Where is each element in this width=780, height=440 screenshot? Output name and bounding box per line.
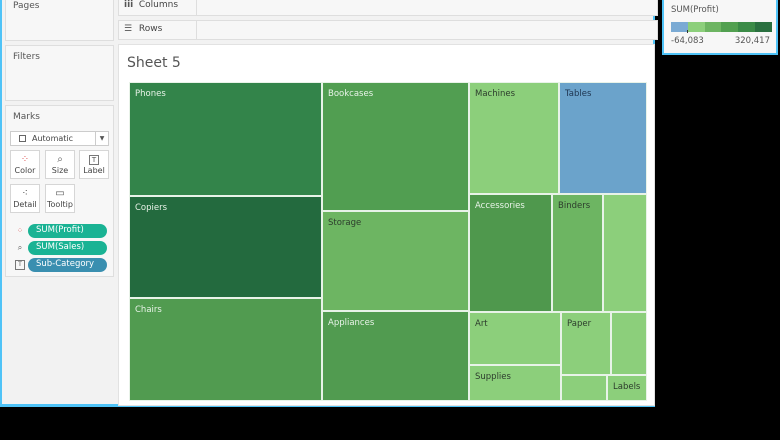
color-legend[interactable]: SUM(Profit) -64,083 320,417 [662, 0, 778, 55]
treemap-cell-accessories[interactable]: Accessories [469, 194, 552, 312]
color-encoding-icon: ⁘ [16, 226, 24, 235]
treemap-cell-bookcases[interactable]: Bookcases [322, 82, 469, 211]
detail-label: Detail [13, 200, 37, 209]
cell-label: Paper [567, 319, 592, 329]
filters-title: Filters [13, 52, 40, 62]
treemap-cell-paper[interactable]: Paper [561, 312, 611, 375]
legend-color-ramp [671, 22, 772, 32]
filters-card[interactable]: Filters [5, 45, 114, 101]
size-button[interactable]: ⌕ Size [45, 150, 75, 179]
treemap-cell-machines[interactable]: Machines [469, 82, 559, 194]
cell-label: Bookcases [328, 89, 374, 99]
rows-text: Rows [138, 24, 163, 34]
cell-label: Binders [558, 201, 591, 211]
tooltip-label: Tooltip [47, 200, 73, 209]
tooltip-button[interactable]: ▭ Tooltip [45, 184, 75, 213]
columns-text: Columns [138, 0, 179, 10]
label-icon: T [80, 154, 108, 165]
pill-sum-profit[interactable]: SUM(Profit) [28, 224, 107, 238]
color-button[interactable]: ⁘ Color [10, 150, 40, 179]
treemap-cell-storage[interactable]: Storage [322, 211, 469, 311]
legend-swatch [704, 22, 722, 32]
color-icon: ⁘ [20, 154, 30, 165]
legend-min: -64,083 [671, 36, 704, 46]
mark-type-dropdown[interactable]: Automatic ▼ [10, 131, 109, 146]
legend-title: SUM(Profit) [671, 5, 719, 15]
treemap-chart[interactable]: Phones Copiers Chairs Bookcases Storage Appli… [129, 82, 647, 401]
treemap-cell-binders[interactable]: Binders [552, 194, 603, 312]
cell-label: Tables [565, 89, 592, 99]
treemap-cell-tables[interactable]: Tables [559, 82, 647, 194]
size-encoding-icon: ⌕ [17, 243, 23, 252]
columns-icon: iii [124, 0, 134, 10]
columns-label: iii Columns [119, 0, 197, 15]
rows-icon: ☰ [124, 24, 133, 34]
legend-zero-tick [687, 30, 688, 33]
cell-label: Art [475, 319, 488, 329]
detail-button[interactable]: ⁖ Detail [10, 184, 40, 213]
rows-label: ☰ Rows [119, 21, 197, 39]
sheet-title[interactable]: Sheet 5 [127, 55, 181, 71]
label-encoding-icon: T [15, 260, 25, 270]
cell-label: Supplies [475, 372, 511, 382]
sheet-view: Sheet 5 Phones Copiers Chairs Bookcases Stor… [118, 44, 655, 406]
pill-sum-sales[interactable]: SUM(Sales) [28, 241, 107, 255]
columns-shelf[interactable]: iii Columns [118, 0, 658, 16]
treemap-cell-labels[interactable]: Labels [607, 375, 647, 401]
cell-label: Copiers [135, 203, 168, 213]
size-icon: ⌕ [57, 154, 63, 165]
cell-label: Chairs [135, 305, 162, 315]
legend-swatch [738, 22, 756, 32]
treemap-cell-art[interactable]: Art [469, 312, 561, 365]
mark-type-value: Automatic [32, 134, 74, 143]
text-t-icon: T [88, 155, 100, 165]
tooltip-icon: ▭ [55, 188, 65, 199]
mark-type-square-icon [19, 135, 26, 142]
legend-swatch [721, 22, 739, 32]
treemap-cell-copiers[interactable]: Copiers [129, 196, 322, 298]
legend-max: 320,417 [734, 36, 770, 46]
chevron-down-icon[interactable]: ▼ [95, 132, 108, 145]
legend-swatch [687, 22, 705, 32]
treemap-cell[interactable] [603, 194, 647, 312]
legend-swatch [671, 22, 688, 32]
legend-swatch [755, 22, 772, 32]
cell-label: Storage [328, 218, 362, 228]
treemap-cell[interactable] [611, 312, 647, 375]
color-label: Color [14, 166, 36, 175]
cell-label: Phones [135, 89, 166, 99]
marks-title: Marks [13, 112, 40, 122]
treemap-cell[interactable] [561, 375, 607, 401]
detail-icon: ⁖ [22, 188, 28, 199]
cell-label: Labels [613, 382, 641, 392]
cell-label: Machines [475, 89, 516, 99]
pages-card[interactable]: Pages [5, 0, 114, 41]
treemap-cell-phones[interactable]: Phones [129, 82, 322, 196]
tableau-workspace: Pages Filters Marks Automatic ▼ ⁘ Color … [0, 0, 658, 407]
label-label: Label [83, 166, 105, 175]
cell-label: Appliances [328, 318, 375, 328]
pill-sub-category[interactable]: Sub-Category [28, 258, 107, 272]
treemap-cell-chairs[interactable]: Chairs [129, 298, 322, 401]
treemap-cell-supplies[interactable]: Supplies [469, 365, 561, 401]
label-button[interactable]: T Label [79, 150, 109, 179]
treemap-cell-appliances[interactable]: Appliances [322, 311, 469, 401]
size-label: Size [51, 166, 69, 175]
pages-title: Pages [13, 1, 40, 11]
rows-shelf[interactable]: ☰ Rows [118, 20, 658, 40]
cell-label: Accessories [475, 201, 525, 211]
